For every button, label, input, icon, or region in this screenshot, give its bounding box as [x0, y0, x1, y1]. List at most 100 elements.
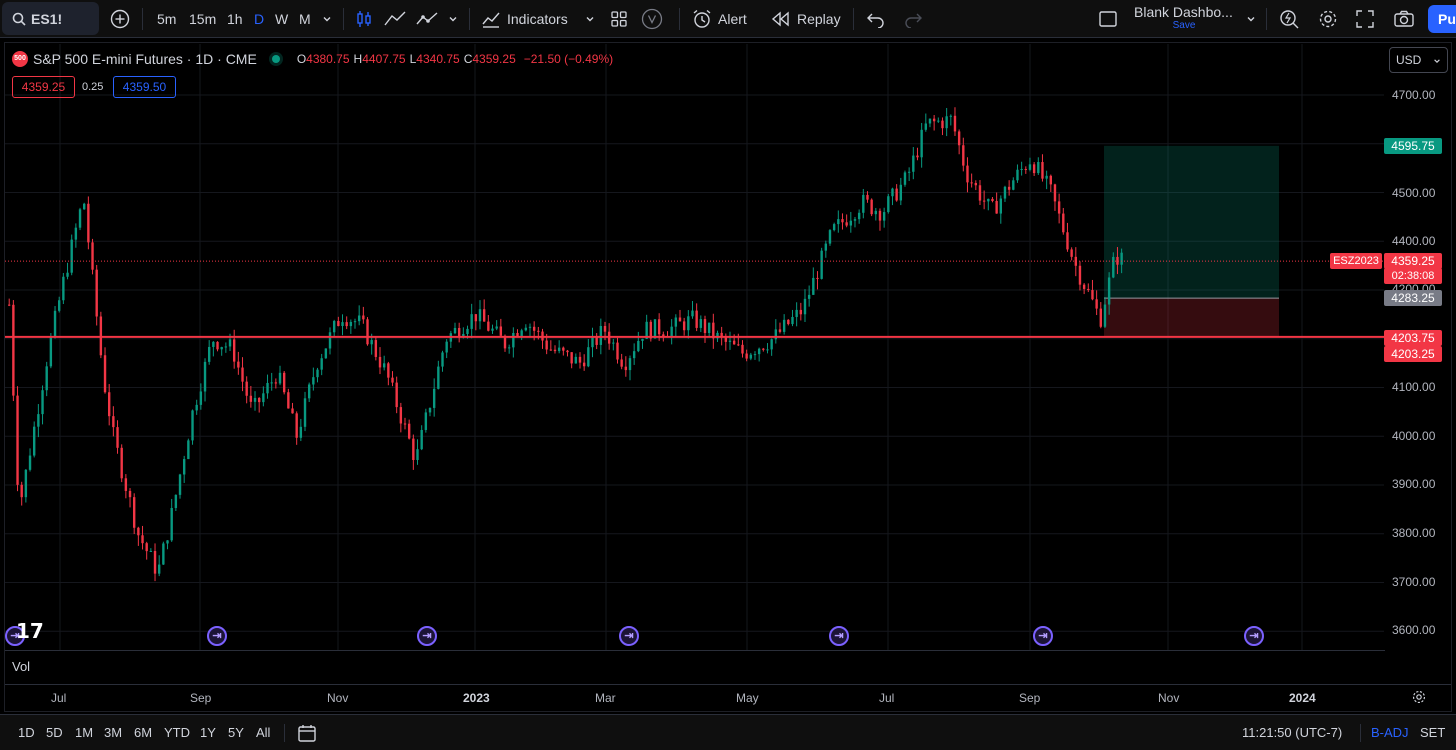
event-marker[interactable]: ⇥: [207, 626, 227, 646]
redo-button[interactable]: [903, 0, 923, 38]
legend-title[interactable]: S&P 500 E-mini Futures · 1D · CME: [33, 51, 257, 67]
candle-body: [153, 550, 157, 574]
publish-button[interactable]: Pu: [1428, 5, 1456, 33]
volume-profile-button[interactable]: [641, 0, 663, 38]
toolbar-divider: [284, 724, 285, 742]
indicators-menu-button[interactable]: [585, 0, 595, 38]
candle-body: [874, 210, 878, 215]
fullscreen-button[interactable]: [1355, 0, 1375, 38]
interval-1h[interactable]: 1h: [227, 11, 243, 27]
candle-body: [1099, 308, 1102, 327]
add-symbol-button[interactable]: [110, 0, 130, 38]
candle-body: [870, 199, 873, 215]
candle-body: [57, 300, 61, 311]
candle-body: [53, 310, 57, 337]
candle-body: [916, 155, 919, 158]
layout-button[interactable]: [1098, 0, 1118, 38]
candle-body: [953, 115, 957, 132]
event-marker[interactable]: ⇥: [5, 626, 25, 646]
alarm-clock-icon: [693, 9, 711, 28]
chart-type-menu-button[interactable]: [448, 0, 458, 38]
candle-body: [928, 118, 932, 124]
interval-menu-button[interactable]: [322, 0, 332, 38]
candle-body: [837, 219, 840, 225]
interval-w[interactable]: W: [275, 11, 289, 27]
candle-body: [570, 352, 573, 364]
y-tick-3800: 3800.00: [1392, 526, 1436, 540]
layout-menu-button[interactable]: [1246, 0, 1256, 38]
tradingview-logo[interactable]: 17: [16, 619, 44, 643]
interval-5m[interactable]: 5m: [157, 11, 177, 27]
toolbar-divider: [469, 8, 470, 30]
drawing-tool-button[interactable]: [415, 0, 439, 38]
candle-body: [803, 298, 807, 315]
candle-body: [612, 342, 615, 344]
snapshot-button[interactable]: [1393, 0, 1415, 38]
candle-body: [249, 395, 253, 402]
candle-body: [407, 423, 411, 439]
candle-body: [482, 309, 486, 322]
currency-select[interactable]: USD: [1389, 47, 1448, 73]
candle-body: [849, 220, 853, 226]
candle-body: [316, 369, 319, 378]
replay-label: Replay: [797, 11, 841, 27]
undo-button[interactable]: [866, 0, 886, 38]
candle-body: [1103, 304, 1107, 327]
range-5d[interactable]: 5D: [46, 725, 63, 740]
interval-m[interactable]: M: [299, 11, 311, 27]
settlement-toggle[interactable]: SET: [1420, 725, 1446, 740]
chart-panel[interactable]: [4, 42, 1452, 712]
x-tick: Nov: [327, 691, 349, 705]
candle-body: [1024, 168, 1028, 170]
symbol-search[interactable]: ES1!: [2, 2, 99, 35]
clock-timezone[interactable]: 11:21:50 (UTC-7): [1242, 725, 1343, 740]
go-to-date-button[interactable]: [297, 723, 317, 746]
candles-chart-type-button[interactable]: [354, 0, 374, 38]
range-all[interactable]: All: [256, 725, 271, 740]
candle-body: [487, 321, 490, 331]
range-5y[interactable]: 5Y: [228, 725, 244, 740]
event-marker[interactable]: ⇥: [417, 626, 437, 646]
event-marker[interactable]: ⇥: [829, 626, 849, 646]
candle-body: [799, 309, 803, 315]
candle-body: [470, 314, 473, 329]
candle-body: [766, 349, 769, 351]
back-adjust-toggle[interactable]: B-ADJ: [1371, 725, 1409, 740]
buy-price-button[interactable]: 4359.50: [113, 76, 176, 98]
alert-button[interactable]: Alert: [691, 0, 747, 38]
candle-body: [1107, 277, 1111, 305]
range-3m[interactable]: 3M: [104, 725, 123, 740]
range-ytd[interactable]: YTD: [164, 725, 190, 740]
market-status-dot[interactable]: [271, 55, 280, 63]
line-tool-button[interactable]: [383, 0, 407, 38]
range-1m[interactable]: 1M: [75, 725, 94, 740]
quick-search-button[interactable]: [1278, 0, 1300, 38]
x-tick: May: [736, 691, 759, 705]
axis-settings-button[interactable]: [1411, 689, 1427, 708]
range-1y[interactable]: 1Y: [200, 725, 216, 740]
candle-body: [362, 315, 365, 320]
event-marker[interactable]: ⇥: [1244, 626, 1264, 646]
replay-button[interactable]: Replay: [771, 0, 841, 38]
candle-body: [832, 224, 836, 231]
x-tick: Sep: [1019, 691, 1041, 705]
range-6m[interactable]: 6M: [134, 725, 153, 740]
volume-label[interactable]: Vol: [12, 659, 31, 674]
interval-d[interactable]: D: [254, 11, 265, 27]
candle-body: [157, 564, 161, 574]
indicators-button[interactable]: Indicators: [481, 0, 568, 38]
range-1d[interactable]: 1D: [18, 725, 35, 740]
event-marker[interactable]: ⇥: [1033, 626, 1053, 646]
candle-body: [599, 325, 603, 345]
interval-15m[interactable]: 15m: [189, 11, 217, 27]
layout-name[interactable]: Blank Dashbo... Save: [1134, 4, 1234, 31]
candle-body: [216, 341, 219, 350]
settings-button[interactable]: [1317, 0, 1339, 38]
templates-button[interactable]: [610, 0, 628, 38]
layout-save-label[interactable]: Save: [1172, 20, 1196, 31]
pane-separator[interactable]: [5, 650, 1385, 651]
legend-open: O4380.75: [297, 52, 350, 66]
sell-price-button[interactable]: 4359.25: [12, 76, 75, 98]
event-marker[interactable]: ⇥: [619, 626, 639, 646]
